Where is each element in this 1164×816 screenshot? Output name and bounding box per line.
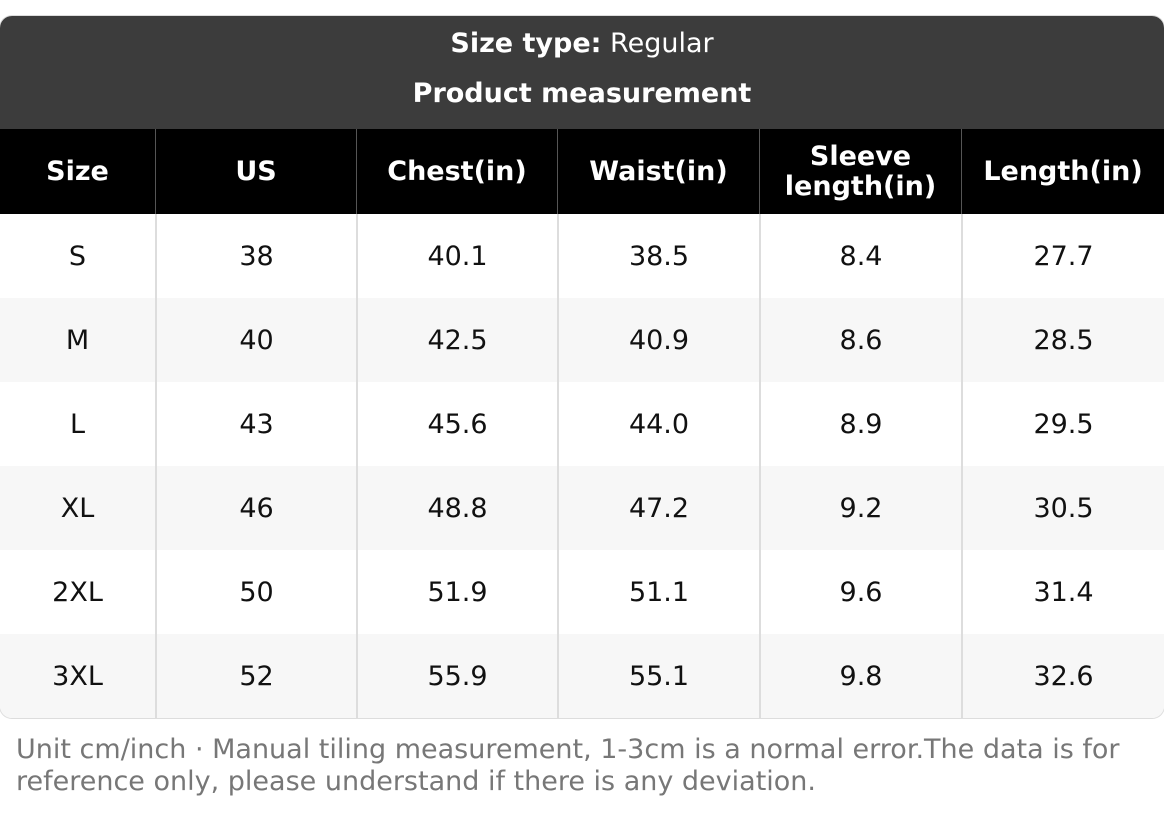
cell: 38 [155,214,356,298]
cell: 42.5 [356,298,557,382]
cell: 8.6 [759,298,961,382]
cell: 40.9 [557,298,759,382]
cell: 47.2 [557,466,759,550]
column-header: Sleeve length(in) [759,129,961,214]
cell: 50 [155,550,356,634]
column-header: Length(in) [961,129,1164,214]
chart-header: Size type: Regular Product measurement [0,16,1164,129]
column-header: Size [0,129,155,214]
footer-note: Unit cm/inch · Manual tiling measurement… [16,734,1120,797]
cell: S [68,240,87,272]
cell: 51.9 [356,550,557,634]
cell: 55.1 [557,634,759,718]
cell: M [0,298,155,382]
cell: 38.5 [557,214,759,298]
cell: 28.5 [961,298,1164,382]
cell: 55.9 [356,634,557,718]
size-chart: Size type: Regular Product measurement S… [0,16,1164,718]
size-type-label: Size type: [450,28,602,59]
cell: 46 [155,466,356,550]
size-type: Size type: Regular [0,16,1164,65]
cell: 9.6 [759,550,961,634]
cell: 31.4 [961,550,1164,634]
title: Product measurement [412,78,752,109]
cell: 9.2 [759,466,961,550]
cell: 45.6 [356,382,557,466]
cell: L [69,408,86,440]
cell: XL [0,466,155,550]
column-header: Chest(in) [356,129,557,214]
cell: 8.9 [759,382,961,466]
cell: 43 [155,382,356,466]
cell: 40 [155,298,356,382]
cell: 27.7 [961,214,1164,298]
cell: 30.5 [961,466,1164,550]
cell: 3XL [0,634,155,718]
cell: 52 [155,634,356,718]
cell: 40.1 [356,214,557,298]
cell: 9.8 [759,634,961,718]
cell: 44.0 [557,382,759,466]
column-header: Waist(in) [557,129,759,214]
cell: 8.4 [759,214,961,298]
table: Size US Chest(in) Waist(in) Sleeve length(in… [0,129,1164,718]
cell: 51.1 [557,550,759,634]
cell: 29.5 [961,382,1164,466]
cell: 2XL [52,576,103,608]
size-type-value: Regular [610,28,714,59]
column-header: US [155,129,356,214]
cell: 32.6 [961,634,1164,718]
cell: 48.8 [356,466,557,550]
